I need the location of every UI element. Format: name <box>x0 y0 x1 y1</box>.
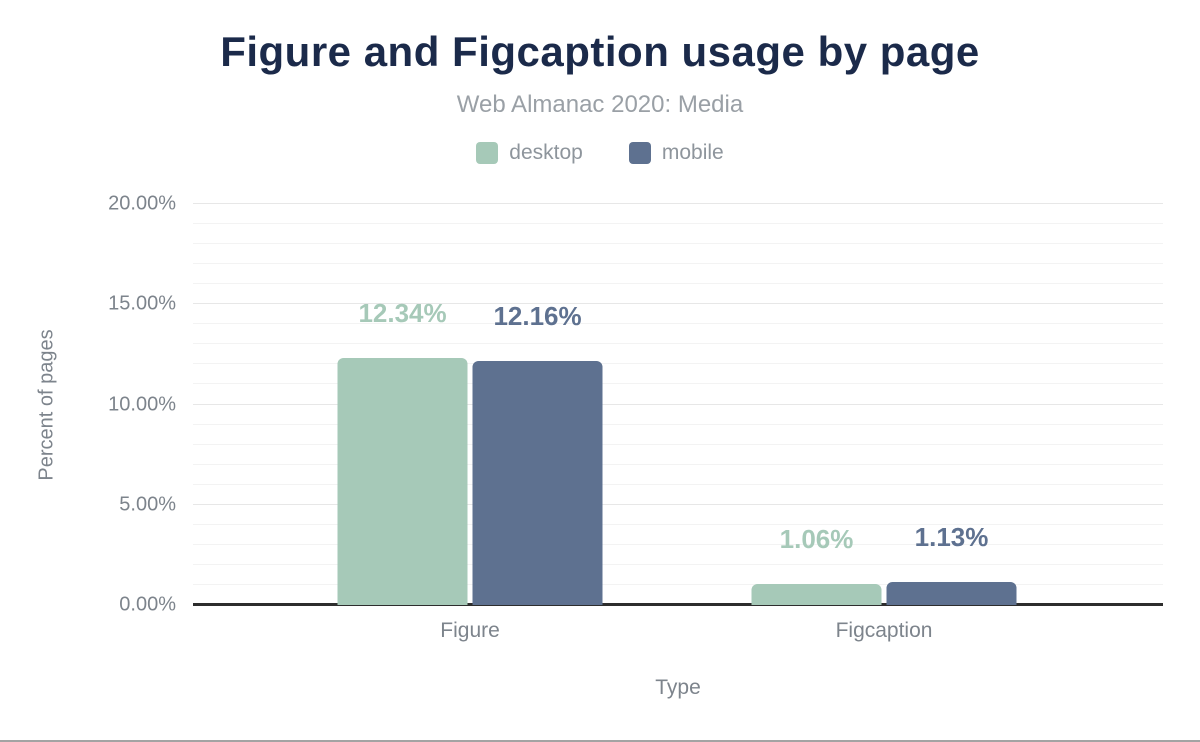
window-bottom-edge <box>0 740 1200 742</box>
bar-mobile-figure <box>472 361 603 605</box>
bar-value-label-mobile-figure: 12.16% <box>493 301 582 332</box>
gridline <box>193 443 1163 445</box>
x-axis-line <box>193 603 1163 606</box>
y-tick-label: 10.00% <box>108 393 176 415</box>
bar-slot-desktop-figure: 12.34% <box>337 204 468 605</box>
gridline <box>193 463 1163 465</box>
y-tick-label: 15.00% <box>108 292 176 315</box>
gridline <box>193 243 1163 245</box>
bar-value-label-desktop-figcaption: 1.06% <box>779 523 854 554</box>
bar-mobile-figcaption <box>886 582 1017 605</box>
x-axis-ticks: Figure Figcaption <box>193 619 1163 647</box>
gridline <box>193 563 1163 565</box>
legend-swatch-desktop-icon <box>476 142 499 164</box>
legend-swatch-mobile-icon <box>628 142 651 164</box>
legend-item-desktop: desktop <box>476 141 583 165</box>
y-axis-ticks: 0.00% 5.00% 10.00% 15.00% 20.00% <box>0 193 176 616</box>
gridline <box>193 223 1163 225</box>
gridline <box>193 583 1163 585</box>
legend: desktop mobile <box>0 141 1200 165</box>
legend-label-desktop: desktop <box>509 141 583 164</box>
gridline <box>193 283 1163 285</box>
gridline <box>193 483 1163 485</box>
gridline <box>193 343 1163 345</box>
bar-group-figure: 12.34% 12.16% <box>337 204 603 605</box>
x-tick-label-figure: Figure <box>440 619 500 642</box>
gridline <box>193 203 1163 204</box>
gridline <box>193 323 1163 325</box>
gridline <box>193 543 1163 545</box>
gridline <box>193 363 1163 365</box>
bar-slot-mobile-figure: 12.16% <box>472 204 603 605</box>
bar-value-label-desktop-figure: 12.34% <box>358 297 447 328</box>
gridline <box>193 523 1163 525</box>
x-axis-title: Type <box>655 676 701 699</box>
y-tick-label: 20.00% <box>108 192 176 215</box>
bar-slot-mobile-figcaption: 1.13% <box>886 204 1017 605</box>
gridline <box>193 423 1163 425</box>
y-tick-label: 0.00% <box>119 593 176 616</box>
bar-value-label-mobile-figcaption: 1.13% <box>914 522 989 553</box>
chart-subtitle: Web Almanac 2020: Media <box>456 91 744 118</box>
bar-group-figcaption: 1.06% 1.13% <box>751 204 1017 605</box>
chart-title: Figure and Figcaption usage by page <box>220 28 980 75</box>
gridline <box>193 303 1163 305</box>
plot-area: 12.34% 12.16% 1.06% 1.13% <box>193 203 1163 606</box>
x-tick-label-figcaption: Figcaption <box>835 619 933 642</box>
bar-desktop-figcaption <box>751 583 882 605</box>
legend-label-mobile: mobile <box>661 141 724 164</box>
y-tick-label: 5.00% <box>119 493 176 516</box>
gridline <box>193 383 1163 385</box>
bar-slot-desktop-figcaption: 1.06% <box>751 204 882 605</box>
bar-desktop-figure <box>337 357 468 605</box>
gridline <box>193 503 1163 505</box>
legend-item-mobile: mobile <box>628 141 724 165</box>
gridline <box>193 263 1163 265</box>
gridline <box>193 403 1163 405</box>
